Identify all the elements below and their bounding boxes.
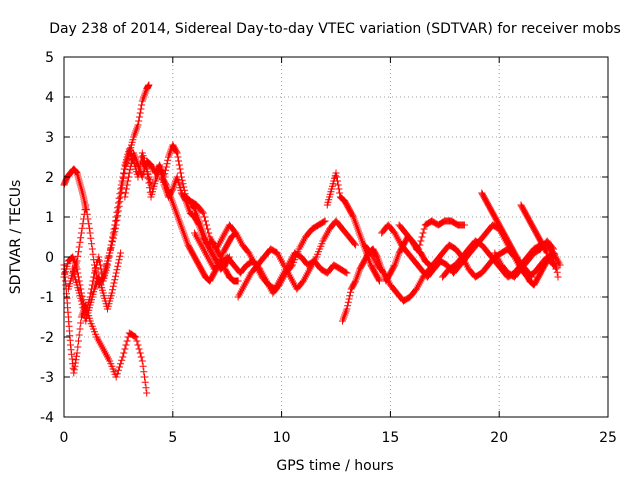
data-point-markers: [191, 217, 329, 297]
series-sat-h: [158, 173, 240, 285]
x-tick-label: 10: [273, 430, 291, 446]
series-sat-k: [234, 217, 360, 301]
axis-ticks: 0 5 10 15 20 25 -4 -3 -2 -1 0 1 2 3 4 5: [40, 50, 617, 446]
x-tick-label: 15: [381, 430, 399, 446]
series-sat-e: [69, 249, 125, 325]
data-point-markers: [64, 81, 153, 293]
data-point-markers: [491, 237, 562, 281]
y-tick-label: -3: [40, 370, 54, 386]
x-tick-label: 5: [168, 430, 177, 446]
y-axis-label: SDTVAR / TECUs: [8, 180, 24, 295]
y-tick-label: 1: [45, 210, 54, 226]
x-axis-label: GPS time / hours: [276, 458, 393, 474]
data-point-markers: [69, 249, 125, 325]
chart-title: Day 238 of 2014, Sidereal Day-to-day VTE…: [49, 21, 621, 37]
series-sat-p: [395, 217, 468, 253]
data-marks: [60, 81, 564, 397]
series-sat-t: [491, 237, 562, 281]
plot-border: [63, 56, 609, 418]
x-tick-label: 20: [490, 430, 508, 446]
y-tick-label: 5: [45, 50, 54, 66]
data-point-markers: [158, 173, 240, 285]
y-tick-label: 3: [45, 130, 54, 146]
series-sat-d: [64, 81, 153, 293]
y-tick-label: 2: [45, 170, 54, 186]
y-tick-label: -2: [40, 330, 54, 346]
x-tick-label: 25: [599, 430, 617, 446]
y-tick-label: 0: [45, 250, 54, 266]
y-tick-label: -1: [40, 290, 54, 306]
data-point-markers: [234, 217, 360, 301]
x-tick-label: 0: [60, 430, 69, 446]
data-point-markers: [395, 217, 468, 253]
y-tick-label: -4: [40, 410, 54, 426]
series-sat-j: [191, 217, 329, 297]
y-tick-label: 4: [45, 90, 54, 106]
